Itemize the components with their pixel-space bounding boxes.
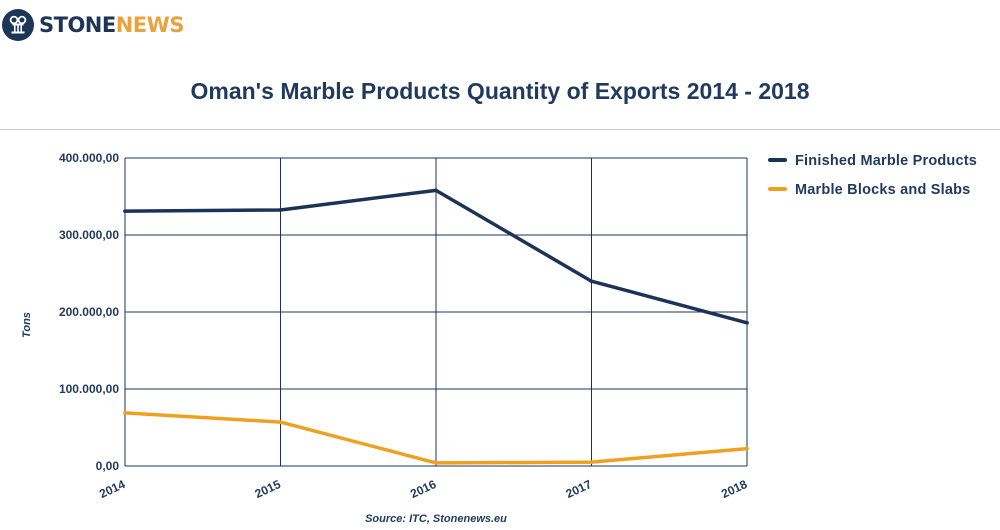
y-tick-label-3: 300.000,00 bbox=[59, 228, 119, 242]
data-point-s0-0 bbox=[123, 209, 127, 213]
x-tick-label-0: 2014 bbox=[97, 477, 127, 501]
data-point-s0-2 bbox=[434, 188, 438, 193]
y-tick-label-1: 100.000,00 bbox=[59, 382, 119, 396]
x-tick-label-3: 2017 bbox=[564, 477, 594, 501]
data-point-s1-0 bbox=[123, 411, 127, 415]
y-tick-label-4: 400.000,00 bbox=[59, 151, 119, 165]
data-point-s0-4 bbox=[745, 320, 749, 325]
brand-name-stone: STONE bbox=[39, 12, 116, 37]
chart-title: Oman's Marble Products Quantity of Expor… bbox=[190, 78, 810, 104]
data-point-s0-3 bbox=[589, 279, 594, 284]
brand-name-news: NEWS bbox=[115, 12, 185, 37]
y-tick-label-2: 200.000,00 bbox=[59, 305, 119, 319]
data-point-s1-4 bbox=[745, 446, 749, 451]
legend-label-1: Marble Blocks and Slabs bbox=[795, 182, 970, 198]
brand-logo: STONENEWS bbox=[2, 9, 184, 41]
data-point-s0-1 bbox=[278, 208, 283, 212]
data-point-s1-1 bbox=[278, 420, 283, 424]
column-emblem-icon bbox=[2, 9, 34, 41]
data-point-s1-3 bbox=[589, 460, 594, 464]
title-divider bbox=[0, 129, 1000, 130]
y-axis-label: Tons bbox=[21, 312, 33, 338]
x-tick-label-2: 2016 bbox=[408, 477, 438, 501]
legend-label-0: Finished Marble Products bbox=[795, 153, 977, 169]
source-note: Source: ITC, Stonenews.eu bbox=[365, 513, 507, 525]
brand-wordmark: STONENEWS bbox=[39, 12, 185, 37]
x-tick-label-4: 2018 bbox=[719, 477, 749, 501]
x-tick-label-1: 2015 bbox=[253, 477, 283, 501]
y-tick-label-0: 0,00 bbox=[96, 459, 120, 473]
data-point-s1-2 bbox=[434, 461, 438, 465]
